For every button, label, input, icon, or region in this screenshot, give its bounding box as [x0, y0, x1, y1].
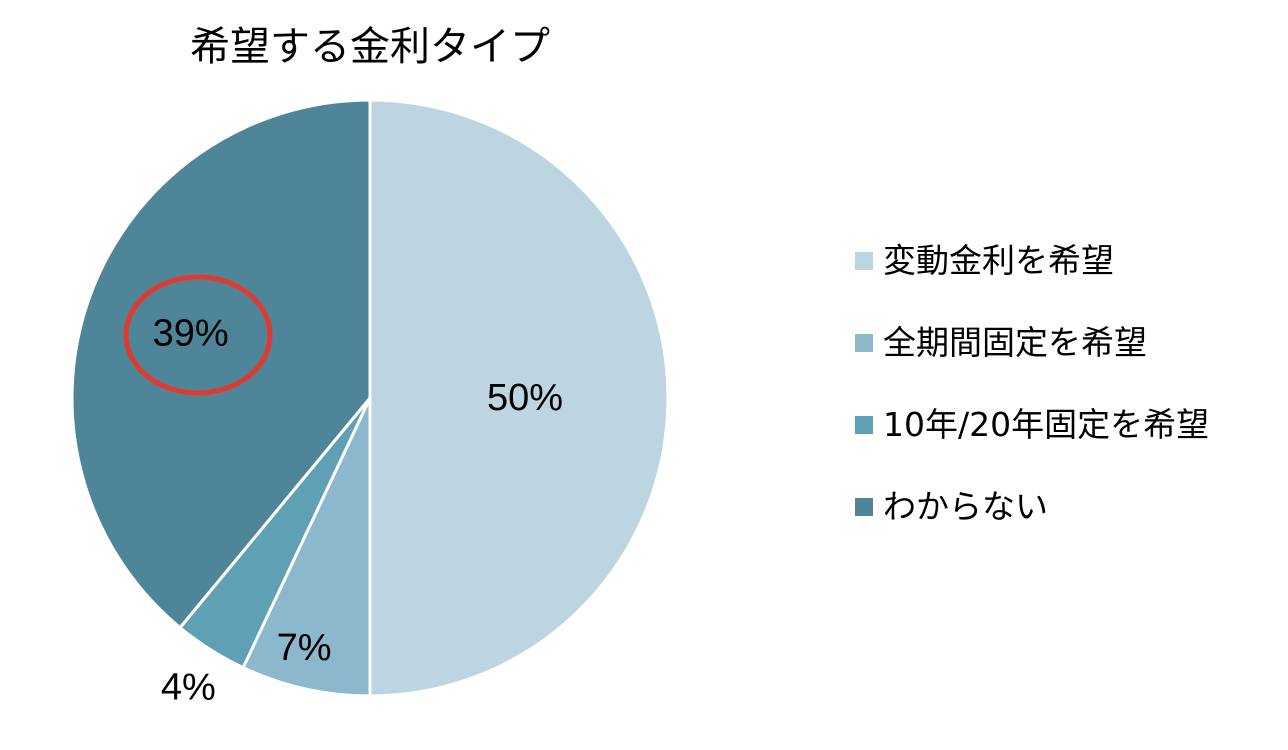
- legend-item: 10年/20年固定を希望: [855, 396, 1285, 454]
- pie-data-labels: 50% 7% 4% 39%: [153, 312, 563, 708]
- highlight-circle: [123, 274, 273, 396]
- pie-slice-2: [241, 396, 372, 698]
- data-label-2: 7%: [277, 627, 332, 669]
- data-label-4: 39%: [153, 312, 229, 354]
- legend-item: わからない: [855, 478, 1285, 536]
- pie-slice-4: [70, 98, 372, 630]
- legend-swatch: [855, 498, 873, 516]
- legend-label: 10年/20年固定を希望: [883, 405, 1210, 444]
- pie-chart: 50% 7% 4% 39%: [70, 98, 670, 709]
- legend: 変動金利を希望 全期間固定を希望 10年/20年固定を希望 わからない: [855, 232, 1285, 560]
- legend-item: 変動金利を希望: [855, 232, 1285, 290]
- legend-label: 全期間固定を希望: [883, 323, 1147, 362]
- data-label-1: 50%: [487, 377, 563, 419]
- legend-label: わからない: [883, 487, 1048, 526]
- legend-item: 全期間固定を希望: [855, 314, 1285, 372]
- data-label-3: 4%: [161, 667, 216, 709]
- pie-slices: [70, 98, 670, 698]
- legend-swatch: [855, 416, 873, 434]
- chart-title: 希望する金利タイプ: [190, 24, 550, 70]
- legend-swatch: [855, 252, 873, 270]
- pie-slice-1: [368, 98, 670, 698]
- legend-label: 変動金利を希望: [883, 241, 1114, 280]
- legend-swatch: [855, 334, 873, 352]
